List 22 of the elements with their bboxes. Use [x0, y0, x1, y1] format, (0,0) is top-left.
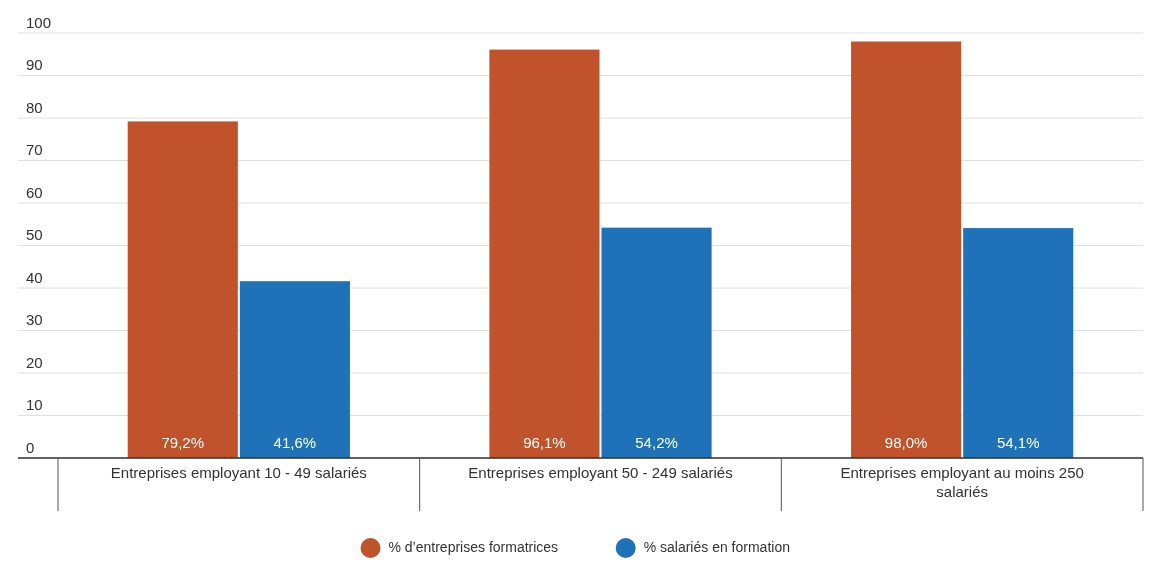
y-tick-label: 100 — [26, 13, 52, 31]
y-tick-label: 40 — [26, 268, 43, 286]
data-label: 79,2% — [161, 434, 205, 451]
x-tick-label: Entreprises employant 50 - 249 salariés — [468, 464, 733, 481]
data-label: 98,0% — [884, 434, 928, 451]
y-tick-label: 90 — [26, 56, 43, 74]
x-tick-label: Entreprises employant au moins 250 salariés — [840, 464, 1084, 500]
legend-label: % salariés en formation — [643, 538, 790, 555]
y-tick-label: 0 — [26, 438, 35, 456]
y-tick-label: 10 — [26, 396, 43, 414]
y-tick-label: 50 — [26, 226, 43, 244]
legend-label: % d’entreprises formatrices — [388, 538, 559, 555]
y-tick-label: 20 — [26, 353, 43, 371]
y-tick-label: 80 — [26, 98, 43, 116]
y-tick-label: 30 — [26, 311, 43, 329]
data-label: 54,1% — [996, 434, 1040, 451]
data-label: 54,2% — [635, 434, 678, 451]
y-tick-label: 70 — [26, 141, 43, 159]
data-label: 41,6% — [273, 434, 317, 451]
x-tick-label: Entreprises employant 10 - 49 salariés — [110, 464, 367, 481]
y-tick-label: 60 — [26, 183, 43, 201]
data-label: 96,1% — [523, 434, 566, 451]
